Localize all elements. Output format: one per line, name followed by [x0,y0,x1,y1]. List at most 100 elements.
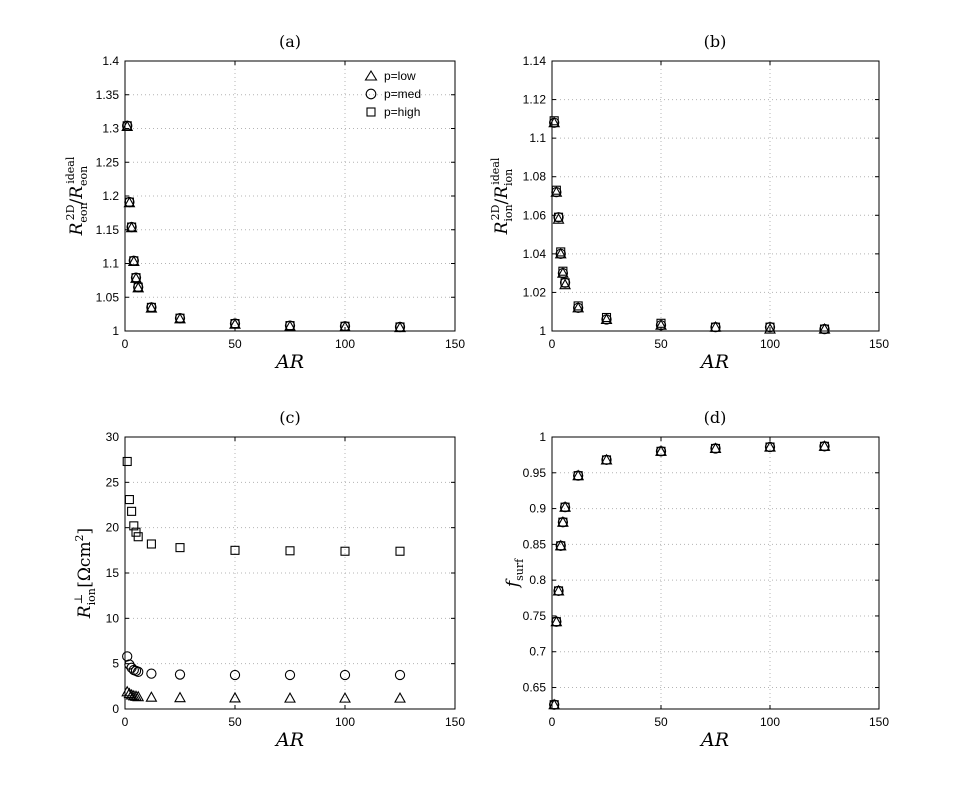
data-point-square [131,273,141,283]
data-point-triangle [559,278,572,290]
y-tick-label: 1.2 [102,189,119,203]
y-tick-label: 1 [539,324,546,338]
data-point-circle [124,196,135,208]
legend-label-low: p=low [384,69,416,83]
data-point-square [175,543,185,553]
gridlines [552,61,879,331]
data-point-square [765,442,775,452]
data-point-square [230,319,240,329]
x-tick-label: 50 [228,715,242,729]
data-point-circle [553,212,564,223]
legend-label-high: p=high [384,105,420,119]
y-tick-label: 1.12 [523,93,547,107]
data-point-circle [146,668,157,679]
data-point-circle [573,470,584,481]
data-point-square [230,545,240,555]
data-point-circle [339,321,351,332]
data-point-square [558,517,568,527]
data-point-square [819,441,830,451]
data-point-circle [555,248,566,260]
y-tick-label: 10 [106,611,120,625]
data-point-circle [601,454,612,466]
panel-a: (a) 0 50 100 150 1 1.05 1.1 1.15 1.2 1.25 1.3 1.35 1… [64,32,465,373]
data-point-triangle [174,691,186,703]
data-point-circle [559,501,571,513]
y-tick-label: 1.08 [523,170,547,184]
y-tick-label: 1.25 [96,155,120,169]
data-point-square [124,197,134,207]
legend: p=low p=med p=high [364,69,421,119]
x-tick-label: 150 [869,337,889,351]
y-tick-label: 1.15 [96,223,120,237]
plot-frame [551,60,880,332]
data-point-circle [764,441,776,453]
y-axis-label: fsurf [503,558,526,589]
gridlines [552,437,879,709]
y-tick-label: 0.85 [523,537,547,551]
y-axis-label: Rion⊥[Ωcm2] [72,528,98,619]
data-point-square [551,617,561,627]
y-tick-label: 1.04 [523,247,547,261]
data-point-circle [601,314,612,325]
data-point-circle [557,267,569,279]
data-point-square [395,546,405,556]
panel-title: (b) [704,32,727,51]
data-point-square [129,256,139,266]
data-marks [121,456,406,703]
data-point-circle [549,117,560,128]
panel-title: (c) [279,408,300,427]
x-axis-label: AR [274,729,304,751]
data-point-square [656,318,666,328]
data-point-circle [551,186,562,198]
data-point-square [285,321,295,331]
y-tick-label: 30 [106,430,120,444]
x-tick-label: 100 [335,337,355,351]
data-point-circle [133,666,144,677]
tick-layer: 0 50 100 150 0 5 10 15 20 25 30 [106,430,466,729]
y-axis-label: Rion2D/Rionideal [489,157,515,235]
y-tick-label: 0.65 [523,681,547,695]
data-point-square [710,322,721,332]
legend-circle-marker [365,88,377,100]
y-tick-label: 1.02 [523,285,547,299]
data-point-triangle [550,186,563,197]
data-point-circle [146,302,157,313]
x-axis-label: AR [699,351,729,373]
data-point-circle [339,669,351,681]
data-point-square [556,541,566,551]
data-point-square [340,546,350,556]
data-point-circle [655,320,667,331]
data-point-circle [655,446,667,457]
data-point-square [553,586,564,596]
y-tick-label: 0.95 [523,466,547,480]
data-point-circle [551,616,562,627]
x-tick-label: 50 [654,337,668,351]
data-point-circle [284,320,296,331]
y-tick-label: 1.3 [102,122,119,136]
data-point-circle [394,321,406,333]
data-point-triangle [600,313,613,324]
data-point-circle [557,517,569,528]
data-point-circle [130,272,142,283]
y-axis-label: Reon2D/Reonideal [64,156,90,236]
data-point-circle [710,321,721,333]
data-point-circle [394,669,406,681]
tick-layer: 0 50 100 150 1 1.02 1.04 1.06 1.08 1.1 1.12 1.14 [523,54,890,351]
data-point-triangle [764,322,776,334]
legend-square-marker [366,107,376,117]
x-tick-label: 150 [445,337,465,351]
y-tick-label: 1.35 [96,88,120,102]
y-tick-label: 1.1 [102,257,119,271]
y-tick-label: 1.4 [102,54,119,68]
data-point-square [601,455,612,465]
data-point-square [122,456,132,467]
x-tick-label: 50 [654,715,668,729]
data-point-square [560,502,570,512]
x-tick-label: 100 [760,715,780,729]
y-tick-label: 1.14 [523,54,547,68]
y-tick-label: 0.8 [529,573,546,587]
data-point-circle [553,585,564,597]
data-point-triangle [121,685,134,697]
data-point-triangle [132,690,145,702]
